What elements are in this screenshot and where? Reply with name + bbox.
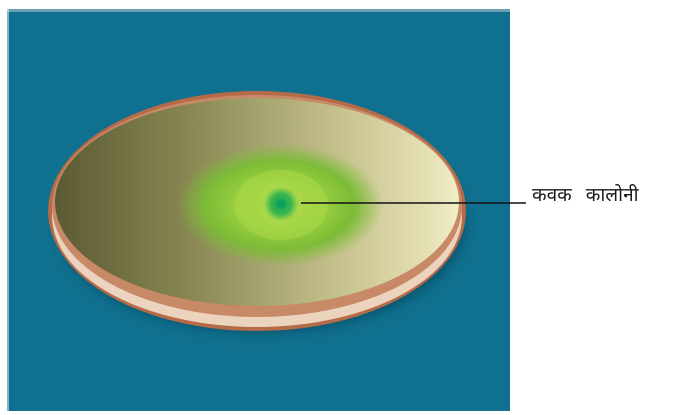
background-left-border <box>7 9 9 411</box>
colony-core <box>276 199 286 209</box>
background-top-border <box>7 9 510 12</box>
fungal-colony-label: कवक कालोनी <box>532 184 639 206</box>
